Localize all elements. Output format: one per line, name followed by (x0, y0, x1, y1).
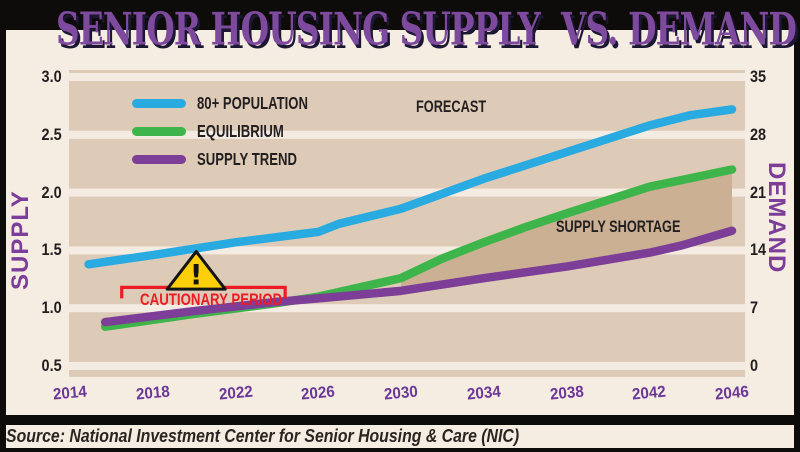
legend-item: SUPPLY TREND (132, 149, 345, 169)
bottom-border (0, 448, 800, 452)
legend-label: SUPPLY TREND (197, 149, 297, 169)
supply-shortage-label: SUPPLY SHORTAGE (556, 217, 722, 237)
demand-tick-7: 7 (750, 298, 759, 318)
plot-area: ! (69, 70, 745, 377)
forecast-text: FORECAST (416, 97, 487, 116)
gridline-stripe (69, 130, 745, 139)
source-text: Source: National Investment Center for S… (6, 426, 520, 446)
gridline-stripe (69, 246, 745, 255)
demand-tick-28: 28 (750, 124, 767, 144)
demand-tick-21: 21 (750, 182, 767, 202)
year-label-2034: 2034 (466, 383, 502, 404)
year-label-2038: 2038 (548, 383, 585, 404)
forecast-label: FORECAST (416, 97, 510, 117)
supply-tick-2.0: 2.0 (41, 182, 62, 202)
demand-axis-title: DEMAND (763, 161, 790, 274)
warning-triangle-icon (165, 250, 227, 291)
legend-swatch-80-population (132, 99, 186, 108)
supply-tick-2.5: 2.5 (41, 124, 62, 144)
gridline-stripe (69, 188, 745, 197)
supply-tick-3.0: 3.0 (41, 67, 62, 86)
legend-item: 80+ POPULATION (132, 93, 345, 113)
year-label-2042: 2042 (631, 383, 667, 404)
year-label-2018: 2018 (135, 383, 171, 404)
source-bar: Source: National Investment Center for S… (6, 426, 786, 448)
demand-tick-0: 0 (750, 356, 759, 375)
demand-tick-35: 35 (750, 67, 767, 86)
top-black-bar (0, 0, 800, 30)
legend-swatch-supply-trend (132, 155, 186, 164)
legend-label: EQUILIBRIUM (197, 121, 284, 141)
demand-tick-14: 14 (750, 240, 767, 260)
legend-label: 80+ POPULATION (197, 93, 308, 113)
year-label-2046: 2046 (714, 383, 750, 404)
left-border (0, 0, 6, 452)
supply-tick-0.5: 0.5 (41, 356, 62, 375)
supply-shortage-band (401, 169, 732, 291)
exclamation-mark-icon: ! (190, 258, 203, 291)
year-label-2030: 2030 (383, 383, 419, 404)
right-border (794, 0, 800, 452)
gridline-stripe (69, 362, 745, 370)
year-label-2014: 2014 (52, 383, 88, 404)
year-label-2026: 2026 (300, 383, 336, 404)
separator-bar (0, 415, 800, 425)
cautionary-period-text: CAUTIONARY PERIOD (140, 290, 283, 309)
gridline-stripe (69, 304, 745, 313)
cautionary-period-label: CAUTIONARY PERIOD (120, 290, 288, 310)
gridline-stripe (69, 73, 745, 81)
supply-shortage-text: SUPPLY SHORTAGE (556, 217, 681, 236)
series-line-80-population (84, 105, 737, 269)
legend-item: EQUILIBRIUM (132, 121, 345, 141)
supply-tick-1.5: 1.5 (41, 240, 62, 260)
year-label-2022: 2022 (217, 383, 254, 404)
chart-canvas: ! (69, 73, 745, 370)
supply-tick-1.0: 1.0 (41, 298, 62, 318)
series-line-supply-trend (100, 226, 737, 327)
legend-swatch-equilibrium (132, 127, 186, 136)
legend: 80+ POPULATION EQUILIBRIUM SUPPLY TREND (132, 93, 345, 178)
page-title: SENIOR HOUSING SUPPLY VS. DEMAND TRENDS (56, 2, 797, 56)
